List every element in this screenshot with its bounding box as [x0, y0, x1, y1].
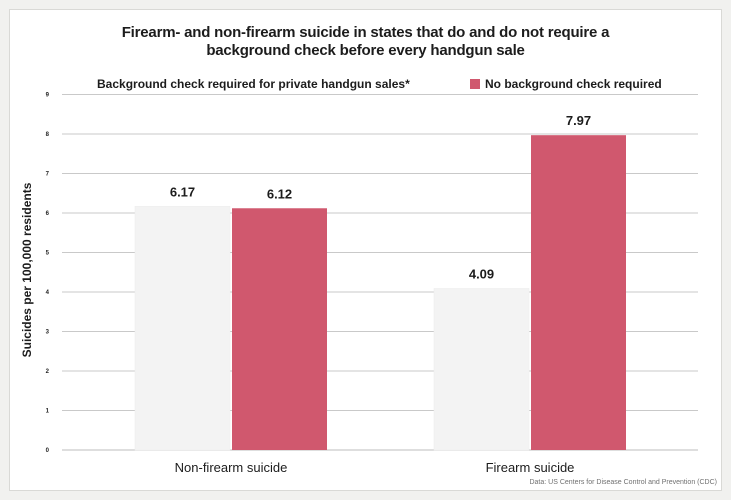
- x-category-label-1: Firearm suicide: [486, 460, 575, 475]
- legend-item-background-check: Background check required for private ha…: [97, 77, 410, 91]
- y-tick-label-2: 2: [46, 369, 50, 375]
- y-tick-label-0: 0: [46, 448, 50, 454]
- source-note: Data: US Centers for Disease Control and…: [529, 479, 717, 486]
- y-tick-label-6: 6: [46, 211, 50, 217]
- y-tick-label-1: 1: [46, 409, 50, 415]
- y-tick-label-3: 3: [46, 330, 50, 336]
- bar-background-check-0: [134, 206, 231, 451]
- legend-item-no-background-check: No background check required: [470, 77, 662, 91]
- data-label-background-check-0: 6.17: [170, 184, 195, 199]
- y-tick-label-4: 4: [46, 290, 50, 296]
- y-tick-label-8: 8: [46, 132, 50, 138]
- y-tick-label-5: 5: [46, 251, 50, 257]
- chart-title-line2: background check before every handgun sa…: [206, 42, 525, 59]
- data-label-background-check-1: 4.09: [469, 266, 494, 281]
- y-tick-label-9: 9: [46, 93, 50, 99]
- bar-background-check-1: [433, 288, 530, 451]
- legend-label-no-background-check: No background check required: [485, 77, 662, 91]
- x-category-label-0: Non-firearm suicide: [175, 460, 288, 475]
- y-tick-label-7: 7: [46, 172, 50, 178]
- chart-title: Firearm- and non-firearm suicide in stat…: [121, 24, 610, 41]
- data-label-no-background-check-1: 7.97: [566, 113, 591, 128]
- data-label-no-background-check-0: 6.12: [267, 186, 292, 201]
- bar-no-background-check-0: [232, 208, 327, 450]
- legend-swatch-no-background-check: [470, 79, 480, 89]
- bar-no-background-check-1: [531, 135, 626, 450]
- legend-label-background-check: Background check required for private ha…: [97, 77, 410, 91]
